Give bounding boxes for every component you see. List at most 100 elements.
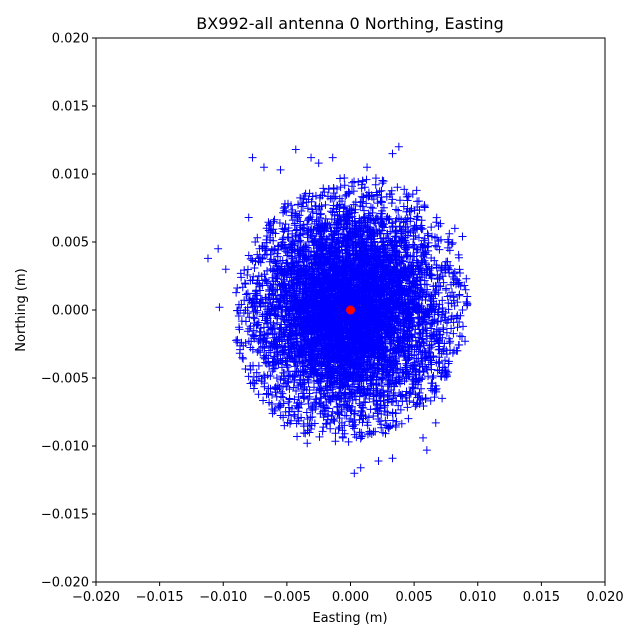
scatter-point bbox=[405, 207, 414, 216]
scatter-point bbox=[432, 218, 441, 227]
scatter-point bbox=[344, 437, 353, 446]
scatter-point bbox=[342, 411, 351, 420]
scatter-point bbox=[455, 331, 464, 340]
scatter-point bbox=[346, 405, 355, 414]
scatter-point bbox=[235, 323, 244, 332]
scatter-point bbox=[419, 252, 428, 261]
scatter-point bbox=[394, 401, 403, 410]
scatter-point bbox=[393, 183, 402, 192]
scatter-point bbox=[459, 322, 468, 331]
scatter-point bbox=[439, 323, 448, 332]
scatter-point bbox=[232, 288, 241, 297]
scatter-point bbox=[339, 230, 348, 239]
scatter-point bbox=[318, 427, 327, 436]
scatter-point bbox=[384, 423, 393, 432]
scatter-point bbox=[334, 424, 343, 433]
scatter-point bbox=[379, 177, 388, 186]
scatter-point bbox=[249, 384, 258, 393]
scatter-point bbox=[350, 177, 359, 186]
scatter-point bbox=[391, 422, 400, 431]
scatter-point bbox=[432, 233, 441, 242]
scatter-point bbox=[292, 419, 301, 428]
scatter-point bbox=[253, 233, 262, 242]
scatter-point bbox=[417, 216, 426, 225]
scatter-point bbox=[243, 289, 252, 298]
scatter-point bbox=[361, 398, 370, 407]
scatter-point bbox=[278, 256, 287, 265]
scatter-point bbox=[409, 235, 418, 244]
scatter-point bbox=[328, 194, 337, 203]
scatter-point bbox=[297, 352, 306, 361]
scatter-point bbox=[246, 365, 255, 374]
scatter-point bbox=[240, 296, 249, 305]
scatter-point bbox=[430, 393, 439, 402]
scatter-point bbox=[424, 231, 433, 240]
scatter-point bbox=[392, 359, 401, 368]
plot-area bbox=[203, 142, 472, 478]
scatter-point bbox=[406, 206, 415, 215]
scatter-point bbox=[254, 390, 263, 399]
scatter-point bbox=[271, 229, 280, 238]
scatter-point bbox=[442, 328, 451, 337]
scatter-point bbox=[319, 184, 328, 193]
scatter-point bbox=[415, 399, 424, 408]
scatter-point bbox=[449, 329, 458, 338]
scatter-point bbox=[299, 392, 308, 401]
scatter-point bbox=[249, 272, 258, 281]
scatter-point bbox=[321, 200, 330, 209]
scatter-point bbox=[416, 223, 425, 232]
scatter-point bbox=[281, 247, 290, 256]
scatter-point bbox=[424, 238, 433, 247]
scatter-point bbox=[308, 413, 317, 422]
scatter-point bbox=[260, 344, 269, 353]
scatter-point bbox=[403, 196, 412, 205]
scatter-point bbox=[414, 233, 423, 242]
scatter-point bbox=[290, 410, 299, 419]
scatter-point bbox=[411, 224, 420, 233]
scatter-point bbox=[420, 346, 429, 355]
scatter-point bbox=[299, 289, 308, 298]
scatter-point bbox=[315, 213, 324, 222]
scatter-point bbox=[329, 231, 338, 240]
scatter-point bbox=[403, 403, 412, 412]
scatter-point bbox=[388, 373, 397, 382]
scatter-point bbox=[417, 384, 426, 393]
scatter-point bbox=[404, 414, 413, 423]
scatter-point bbox=[312, 209, 321, 218]
scatter-point bbox=[283, 233, 292, 242]
scatter-point bbox=[444, 357, 453, 366]
scatter-point bbox=[340, 181, 349, 190]
scatter-point bbox=[461, 285, 470, 294]
scatter-point bbox=[438, 296, 447, 305]
scatter-point bbox=[318, 407, 327, 416]
scatter-point bbox=[377, 381, 386, 390]
scatter-point bbox=[387, 199, 396, 208]
scatter-point bbox=[431, 281, 440, 290]
scatter-point bbox=[427, 223, 436, 232]
scatter-point bbox=[285, 277, 294, 286]
scatter-point bbox=[248, 378, 257, 387]
scatter-point bbox=[383, 212, 392, 221]
scatter-point bbox=[418, 224, 427, 233]
scatter-point bbox=[392, 417, 401, 426]
scatter-point bbox=[338, 230, 347, 239]
scatter-point bbox=[379, 203, 388, 212]
scatter-point bbox=[288, 208, 297, 217]
scatter-point bbox=[392, 205, 401, 214]
scatter-point bbox=[315, 432, 324, 441]
scatter-point bbox=[384, 422, 393, 431]
blue-series bbox=[203, 142, 472, 478]
scatter-point bbox=[378, 374, 387, 383]
scatter-point bbox=[431, 241, 440, 250]
scatter-point bbox=[426, 396, 435, 405]
scatter-point bbox=[413, 261, 422, 270]
scatter-point bbox=[272, 374, 281, 383]
scatter-point bbox=[423, 265, 432, 274]
scatter-point bbox=[326, 223, 335, 232]
scatter-point bbox=[394, 206, 403, 215]
scatter-point bbox=[386, 227, 395, 236]
scatter-point bbox=[409, 243, 418, 252]
scatter-point bbox=[354, 178, 363, 187]
scatter-point bbox=[236, 269, 245, 278]
scatter-point bbox=[351, 205, 360, 214]
